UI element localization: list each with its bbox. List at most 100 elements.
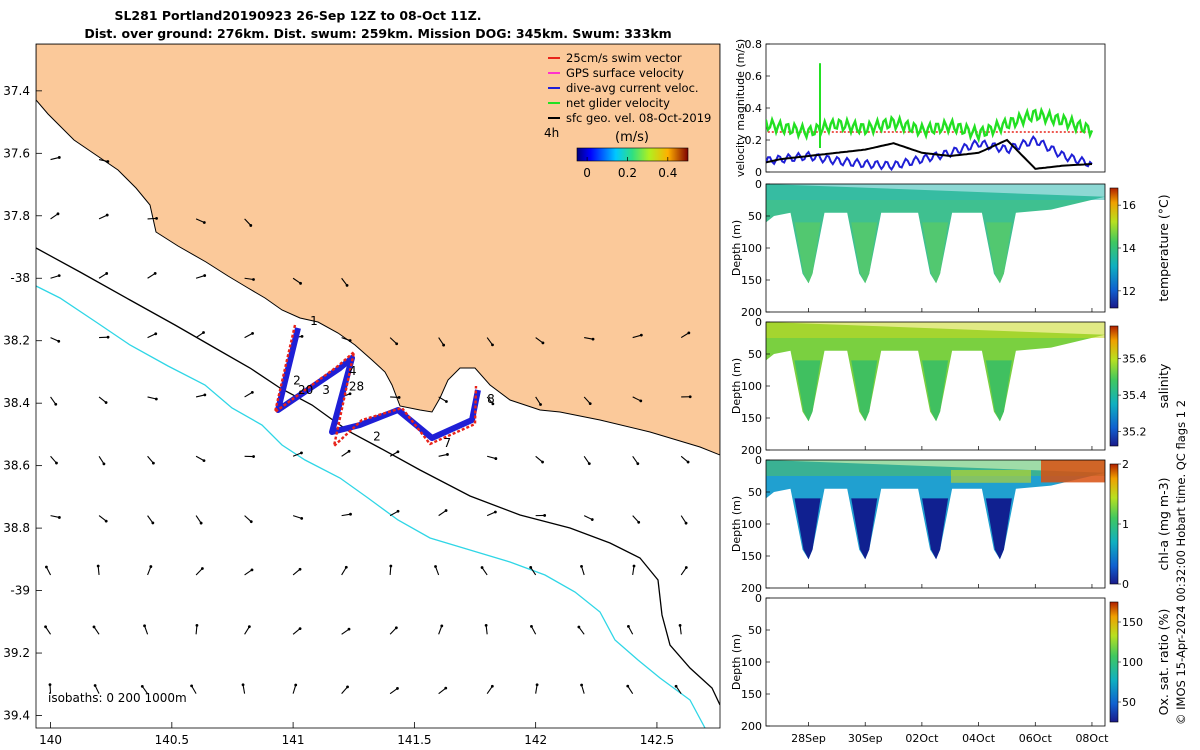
geo-velocity-arrowhead xyxy=(202,221,206,224)
geo-velocity-arrowhead xyxy=(587,462,591,466)
section-colorbar-tick-label: 1 xyxy=(1122,518,1129,531)
geo-velocity-arrow xyxy=(438,337,445,346)
geo-velocity-arrow xyxy=(98,396,107,403)
section-colorbar-label: chl-a (mg m-3) xyxy=(1156,478,1171,571)
section-y-tick-label: 150 xyxy=(741,688,762,701)
geo-velocity-arrowhead xyxy=(56,212,60,216)
section-y-tick-label: 50 xyxy=(748,624,762,637)
map-y-tick-label: -39 xyxy=(10,584,30,598)
waypoint-label: 28 xyxy=(349,380,364,394)
geo-velocity-arrowhead xyxy=(396,509,400,513)
geo-velocity-arrowhead xyxy=(686,460,690,464)
geo-velocity-arrow xyxy=(50,455,57,464)
waypoint-label: 3 xyxy=(322,383,330,397)
geo-velocity-arrowhead xyxy=(541,341,545,345)
geo-velocity-arrow xyxy=(97,565,100,576)
section-deep-layer xyxy=(851,222,878,284)
geo-velocity-arrowhead xyxy=(588,402,592,406)
section-colorbar xyxy=(1109,187,1119,309)
map-x-tick-label: 142.5 xyxy=(640,733,674,747)
geo-velocity-arrowhead xyxy=(250,390,254,394)
geo-velocity-arrowhead xyxy=(684,566,688,569)
geo-velocity-arrowhead xyxy=(577,625,581,629)
geo-velocity-arrowhead xyxy=(203,393,207,397)
section-ylabel: Depth (m) xyxy=(730,634,743,690)
geo-velocity-arrow xyxy=(195,625,198,635)
glider-track xyxy=(273,324,481,448)
geo-velocity-arrow xyxy=(141,686,149,694)
geo-velocity-arrowhead xyxy=(298,567,302,571)
section-deep-layer xyxy=(794,360,821,422)
geo-velocity-arrowhead xyxy=(102,462,106,466)
geo-velocity-arrow xyxy=(390,396,400,399)
legend-entry: GPS surface velocity xyxy=(566,66,684,80)
section-colorbar-tick-label: 14 xyxy=(1122,242,1136,255)
geo-velocity-arrowhead xyxy=(347,449,351,453)
geo-velocity-arrowhead xyxy=(151,461,155,465)
geo-velocity-arrow xyxy=(632,396,642,402)
geo-velocity-arrowhead xyxy=(252,278,255,281)
section-colorbar xyxy=(1109,601,1119,723)
geo-velocity-arrow xyxy=(50,156,60,161)
geo-velocity-arrowhead xyxy=(241,683,245,687)
geo-velocity-arrowhead xyxy=(444,509,448,512)
section-deep-layer xyxy=(794,222,821,284)
map-x-tick-label: 141.5 xyxy=(397,733,431,747)
geo-velocity-arrowhead xyxy=(48,683,52,687)
geo-velocity-arrow xyxy=(45,626,52,635)
geo-velocity-arrowhead xyxy=(580,564,583,568)
geo-velocity-arrow xyxy=(341,686,348,695)
section-y-tick-label: 150 xyxy=(741,412,762,425)
geo-velocity-arrow xyxy=(438,687,447,695)
geo-velocity-arrowhead xyxy=(580,683,583,687)
geo-velocity-arrow xyxy=(389,510,399,517)
velocity-y-tick-label: 0.8 xyxy=(745,38,763,51)
geo-velocity-arrow xyxy=(94,685,100,694)
geo-velocity-arrowhead xyxy=(96,564,100,568)
geo-velocity-arrow xyxy=(244,218,252,226)
velocity-series-line xyxy=(766,134,1093,172)
geo-velocity-arrowhead xyxy=(684,521,688,525)
waypoint-label: 8 xyxy=(487,392,495,406)
geo-velocity-arrow xyxy=(244,277,254,281)
geo-velocity-arrow xyxy=(195,332,204,339)
section-deep-layer xyxy=(922,360,949,422)
geo-velocity-arrowhead xyxy=(299,281,302,285)
geo-velocity-arrow xyxy=(389,451,399,457)
geo-velocity-arrowhead xyxy=(397,396,401,399)
geo-velocity-arrowhead xyxy=(674,684,678,688)
geo-velocity-arrowhead xyxy=(202,459,206,462)
section-deep-layer xyxy=(985,498,1012,560)
geo-velocity-arrowhead xyxy=(626,684,630,688)
geo-velocity-arrow xyxy=(191,685,197,694)
geo-velocity-arrow xyxy=(341,450,350,457)
section-ylabel: Depth (m) xyxy=(730,358,743,414)
geo-velocity-arrow xyxy=(680,455,689,463)
geo-velocity-arrow xyxy=(147,333,156,339)
section-y-tick-label: 0 xyxy=(755,592,762,605)
map-y-tick-label: 39.2 xyxy=(3,646,30,660)
section-panel-2: 0 50 100 150 200 Depth (m) 0 1 2 chl-a (mg m-3) xyxy=(730,454,1171,595)
geo-velocity-arrowhead xyxy=(300,335,304,338)
geo-velocity-arrowhead xyxy=(203,274,207,277)
section-y-tick-label: 200 xyxy=(741,444,762,457)
geo-velocity-arrowhead xyxy=(298,627,302,631)
section-colorbar-tick-label: 12 xyxy=(1122,285,1136,298)
geo-velocity-arrowhead xyxy=(687,331,691,335)
geo-velocity-arrow xyxy=(389,627,397,635)
geo-velocity-arrow xyxy=(195,394,205,398)
figure-title-line1: SL281 Portland20190923 26-Sep 12Z to 08-… xyxy=(114,8,481,23)
map-colorbar-tick-label: 0.2 xyxy=(618,166,637,180)
geo-velocity-arrow xyxy=(486,337,493,346)
copyright-note: © IMOS 15-Apr-2024 00:32:00 Hobart time.… xyxy=(1174,400,1188,725)
geo-velocity-arrow xyxy=(680,567,687,576)
chl-high-patch xyxy=(1041,460,1105,483)
section-colorbar-tick-label: 150 xyxy=(1122,616,1143,629)
geo-velocity-arrow xyxy=(627,685,634,694)
map-y-tick-label: 37.8 xyxy=(3,209,30,223)
geo-velocity-arrowhead xyxy=(493,510,497,514)
section-y-tick-label: 200 xyxy=(741,582,762,595)
